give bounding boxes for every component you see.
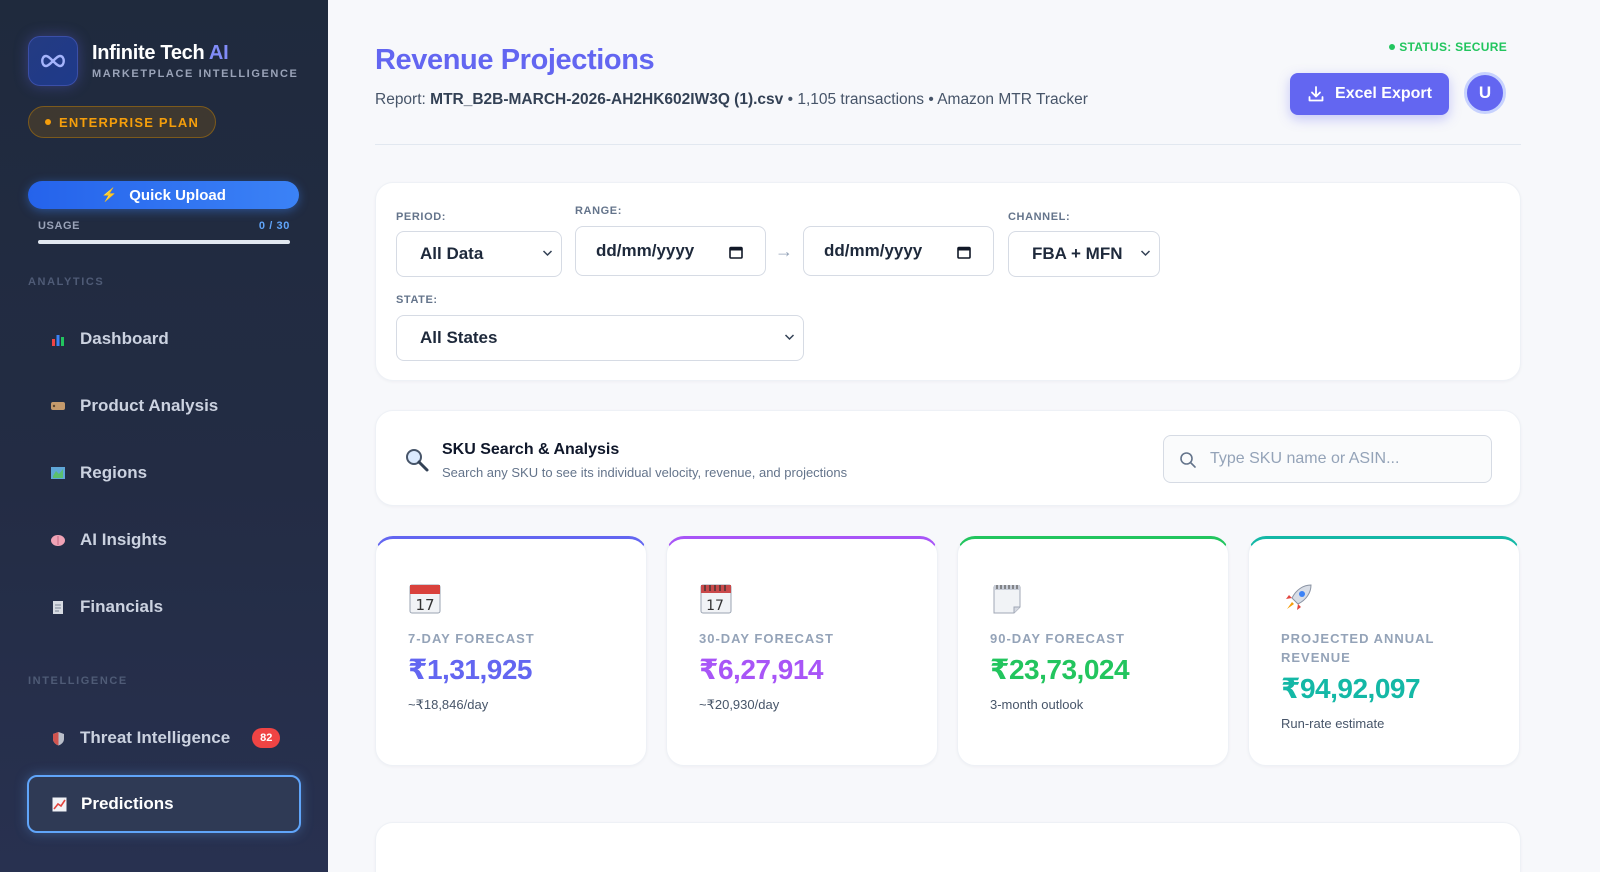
report-meta: • 1,105 transactions • Amazon MTR Tracke… [787,91,1088,108]
state-label: STATE: [396,294,438,306]
status-indicator: STATUS: SECURE [1389,40,1507,54]
calendar-icon [957,246,971,259]
brain-icon [50,532,66,548]
kpi-subtext: ~₹18,846/day [408,697,489,712]
nav-section-intelligence: INTELLIGENCE [28,675,128,687]
brand-subtitle: MARKETPLACE INTELLIGENCE [92,68,299,80]
kpi-label: 30-DAY FORECAST [699,631,834,646]
nav-section-analytics: ANALYTICS [28,276,105,288]
usage-label: USAGE [38,220,81,232]
channel-label: CHANNEL: [1008,211,1071,223]
kpi-subtext: ~₹20,930/day [699,697,780,712]
sku-search-title: SKU Search & Analysis [442,441,620,458]
threat-count-badge: 82 [252,728,281,748]
rocket-icon [1286,584,1312,610]
sidebar: Infinite Tech AI MARKETPLACE INTELLIGENC… [0,0,328,872]
period-label: PERIOD: [396,211,447,223]
report-prefix: Report: [375,91,426,108]
kpi-value: ₹94,92,097 [1281,673,1421,704]
plan-badge: ENTERPRISE PLAN [28,106,217,138]
state-select[interactable]: All States [396,315,804,361]
header-divider [375,144,1521,145]
tag-icon [50,398,66,414]
range-from-date[interactable]: dd/mm/yyyy [575,226,766,276]
notepad-icon [993,585,1021,614]
kpi-card-90-day: 90-DAY FORECAST ₹23,73,024 3-month outlo… [957,536,1229,766]
brand-name: Infinite Tech AI [92,42,229,64]
sku-search-input[interactable]: Type SKU name or ASIN... [1163,435,1492,483]
infinity-icon [28,36,78,86]
calendar-spiral-icon: 17 [700,584,732,614]
sidebar-item-ai-insights[interactable]: AI Insights [28,512,300,568]
kpi-value: ₹6,27,914 [699,654,823,685]
sku-search-subtitle: Search any SKU to see its individual vel… [442,465,848,480]
usage-meter: USAGE 0 / 30 [38,220,290,244]
chevron-down-icon [1140,250,1151,257]
range-label: RANGE: [575,205,622,217]
kpi-card-annual: PROJECTED ANNUAL REVENUE ₹94,92,097 Run-… [1248,536,1520,766]
shield-icon [50,730,66,746]
brand-name-ai: AI [208,42,229,64]
kpi-subtext: Run-rate estimate [1281,716,1385,731]
filters-panel: PERIOD: All Data RANGE: dd/mm/yyyy → dd/… [375,182,1521,381]
map-icon [50,465,66,481]
svg-text:17: 17 [415,596,434,614]
kpi-subtext: 3-month outlook [990,697,1084,712]
range-arrow: → [775,241,793,261]
magnifier-icon [406,449,429,472]
range-to-date[interactable]: dd/mm/yyyy [803,226,994,276]
page-title: Revenue Projections [375,44,655,76]
calendar-17-icon: 17 [409,584,441,614]
usage-bar [38,240,290,244]
usage-count: 0 / 30 [258,220,290,232]
sidebar-item-product-analysis[interactable]: Product Analysis [28,378,300,434]
bolt-icon: ⚡ [101,187,118,202]
sidebar-item-regions[interactable]: Regions [28,445,300,501]
excel-export-button[interactable]: Excel Export [1290,73,1449,115]
report-filename: MTR_B2B-MARCH-2026-AH2HK602IW3Q (1).csv [430,91,784,108]
sidebar-item-financials[interactable]: Financials [28,579,300,635]
user-avatar[interactable]: U [1464,72,1506,114]
kpi-value: ₹23,73,024 [990,654,1130,685]
trend-chart-icon [51,796,67,812]
sidebar-item-dashboard[interactable]: Dashboard [28,311,300,367]
kpi-card-30-day: 17 30-DAY FORECAST ₹6,27,914 ~₹20,930/da… [666,536,938,766]
svg-text:17: 17 [706,598,724,614]
report-info: Report: MTR_B2B-MARCH-2026-AH2HK602IW3Q … [375,91,1088,109]
channel-select[interactable]: FBA + MFN [1008,231,1160,277]
period-select[interactable]: All Data [396,231,562,277]
receipt-icon [50,599,66,615]
sidebar-item-threat-intelligence[interactable]: Threat Intelligence 82 [28,710,300,766]
bar-chart-icon [50,331,66,347]
quick-upload-button[interactable]: ⚡ Quick Upload [28,181,299,209]
chevron-down-icon [784,334,795,341]
sidebar-item-predictions[interactable]: Predictions [27,775,301,833]
sku-search-panel: SKU Search & Analysis Search any SKU to … [375,410,1521,506]
main-content: Revenue Projections Report: MTR_B2B-MARC… [328,0,1600,872]
search-icon [1180,452,1196,468]
kpi-label: PROJECTED ANNUAL REVENUE [1281,631,1435,665]
next-panel [375,822,1521,872]
kpi-card-7-day: 17 7-DAY FORECAST ₹1,31,925 ~₹18,846/day [375,536,647,766]
kpi-label: 7-DAY FORECAST [408,631,535,646]
brand[interactable]: Infinite Tech AI MARKETPLACE INTELLIGENC… [28,36,298,86]
calendar-icon [729,246,743,259]
download-icon [1308,86,1324,102]
kpi-value: ₹1,31,925 [408,654,532,685]
kpi-label: 90-DAY FORECAST [990,631,1125,646]
chevron-down-icon [542,250,553,257]
